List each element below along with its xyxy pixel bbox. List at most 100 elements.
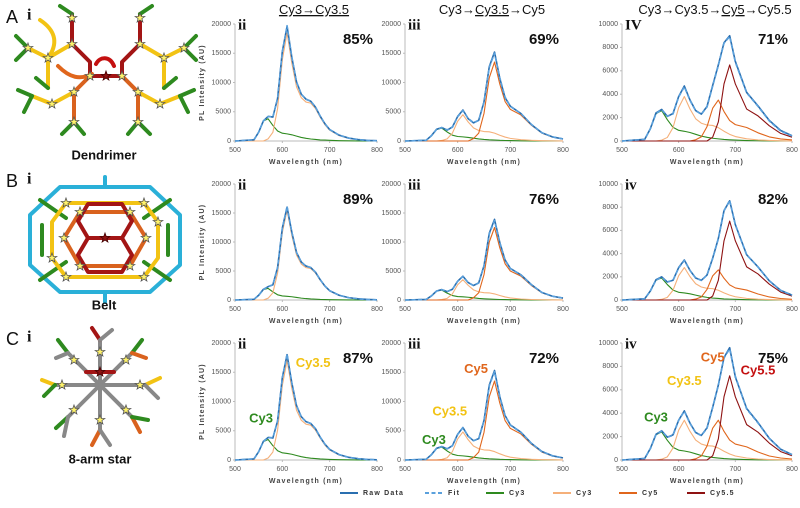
y-tick-label: 10000: [212, 239, 232, 246]
x-tick-label: 700: [729, 147, 741, 154]
y-tick-label: 20000: [212, 21, 232, 28]
spectrum-line: [234, 438, 378, 461]
x-axis-label: Wavelength (nm): [670, 478, 744, 485]
annotation: Cy3.5: [667, 373, 702, 388]
x-tick-label: 500: [399, 306, 411, 313]
percent-label: 89%: [343, 191, 373, 208]
y-tick-label: 15000: [382, 50, 402, 57]
panel-label: IV: [625, 17, 642, 33]
annotation: Cy3: [422, 432, 446, 447]
title-part: →Cy5: [509, 2, 545, 17]
annotation: Cy3.5: [432, 403, 467, 418]
title-part: →Cy5.5: [745, 2, 792, 17]
x-tick-label: 700: [324, 466, 336, 473]
x-tick-label: 700: [504, 147, 516, 154]
y-tick-label: 20000: [212, 181, 232, 188]
y-tick-label: 0: [614, 297, 618, 304]
x-tick-label: 700: [324, 306, 336, 313]
y-tick-label: 0: [227, 297, 231, 304]
percent-label: 71%: [758, 31, 788, 48]
spectrum-line: [404, 218, 564, 301]
y-tick-label: 15000: [212, 210, 232, 217]
y-tick-label: 10000: [382, 398, 402, 405]
x-tick-label: 600: [276, 306, 288, 313]
y-tick-label: 5000: [215, 268, 231, 275]
spectrum-line: [235, 209, 378, 301]
y-tick-label: 15000: [382, 369, 402, 376]
x-axis-label: Wavelength (nm): [269, 318, 343, 325]
annotation: Cy3: [249, 410, 273, 425]
spectrum-line: [622, 64, 793, 142]
x-tick-label: 600: [276, 147, 288, 154]
spectrum-line: [234, 24, 378, 142]
y-tick-label: 10000: [382, 79, 402, 86]
x-tick-label: 600: [673, 466, 685, 473]
percent-label: 76%: [529, 191, 559, 208]
x-axis-label: Wavelength (nm): [670, 159, 744, 166]
y-axis-label: PL Intensity (AU): [199, 44, 206, 121]
y-tick-label: 4000: [602, 91, 618, 98]
x-tick-label: 800: [557, 147, 569, 154]
panel-label: iv: [625, 177, 637, 193]
y-tick-label: 8000: [602, 363, 618, 370]
x-tick-label: 600: [452, 306, 464, 313]
x-tick-label: 800: [786, 466, 798, 473]
y-tick-label: 10000: [382, 239, 402, 246]
spectrum-line: [621, 347, 793, 461]
spectrum-line: [404, 219, 564, 301]
y-tick-label: 5000: [215, 109, 231, 116]
y-tick-label: 6000: [602, 227, 618, 234]
y-tick-label: 0: [397, 138, 401, 145]
spectrum-line: [621, 35, 793, 142]
y-tick-label: 8000: [602, 204, 618, 211]
x-tick-label: 700: [324, 147, 336, 154]
panel-label: iv: [625, 336, 637, 352]
y-tick-label: 5000: [385, 428, 401, 435]
y-tick-label: 15000: [212, 50, 232, 57]
x-axis-label: Wavelength (nm): [269, 478, 343, 485]
x-axis-label: Wavelength (nm): [670, 318, 744, 325]
percent-label: 69%: [529, 31, 559, 48]
x-tick-label: 600: [673, 306, 685, 313]
legend-label: Raw Data: [363, 490, 404, 497]
row-name: Belt: [92, 297, 117, 312]
x-tick-label: 500: [229, 466, 241, 473]
y-tick-label: 10000: [212, 79, 232, 86]
spectrum-line: [234, 353, 378, 461]
percent-label: 87%: [343, 350, 373, 367]
percent-label: 85%: [343, 31, 373, 48]
y-tick-label: 2000: [602, 114, 618, 121]
spectrum-line: [404, 52, 564, 142]
x-axis-label: Wavelength (nm): [269, 159, 343, 166]
row-name: Dendrimer: [71, 147, 136, 162]
panel-label: i: [27, 329, 32, 346]
legend-label: Cy5: [642, 490, 658, 497]
spectrum-line: [622, 95, 793, 142]
spectrum-line: [235, 32, 378, 142]
panel-label: iii: [408, 17, 421, 33]
y-tick-label: 20000: [212, 340, 232, 347]
spectrum-line: [622, 220, 793, 301]
spectrum-line: [404, 370, 564, 461]
x-tick-label: 500: [229, 147, 241, 154]
x-tick-label: 800: [371, 466, 383, 473]
spectrum-line: [404, 51, 564, 142]
y-tick-label: 6000: [602, 387, 618, 394]
x-tick-label: 600: [452, 466, 464, 473]
y-tick-label: 4000: [602, 410, 618, 417]
y-tick-label: 10000: [599, 21, 619, 28]
row-letter: C: [6, 329, 19, 349]
panel-label: ii: [238, 17, 246, 33]
y-tick-label: 2000: [602, 433, 618, 440]
x-tick-label: 800: [557, 306, 569, 313]
annotation: Cy5: [701, 350, 725, 365]
x-tick-label: 800: [786, 306, 798, 313]
x-tick-label: 600: [276, 466, 288, 473]
column-title: Cy3→Cy3.5: [279, 2, 349, 17]
column-title: Cy3→Cy3.5→Cy5→Cy5.5: [638, 2, 791, 17]
y-tick-label: 0: [227, 457, 231, 464]
y-tick-label: 20000: [382, 181, 402, 188]
title-part: Cy3→Cy3.5→: [638, 2, 721, 17]
annotation: Cy5.5: [741, 363, 776, 378]
title-part: Cy5: [721, 2, 744, 17]
